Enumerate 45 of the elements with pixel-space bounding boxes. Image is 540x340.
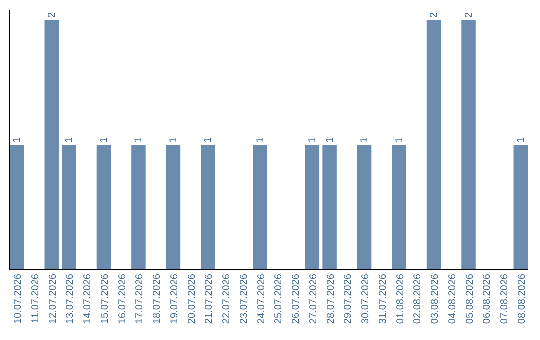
data-label: 1 <box>64 137 76 143</box>
x-tick-label: 22.07.2026 <box>222 274 233 324</box>
x-tick-label: 14.07.2026 <box>82 274 94 324</box>
x-tick-label: 25.07.2026 <box>274 274 285 324</box>
x-tick-label: 01.08.2026 <box>395 274 406 324</box>
x-tick-label: 03.08.2026 <box>430 274 442 324</box>
x-tick-label: 13.07.2026 <box>65 274 76 324</box>
data-label: 1 <box>360 137 371 143</box>
data-label: 1 <box>255 137 266 143</box>
data-label: 1 <box>324 137 336 143</box>
x-tick-label: 10.07.2026 <box>13 274 24 324</box>
data-label: 1 <box>12 137 24 143</box>
data-label: 1 <box>394 137 406 143</box>
x-tick-label: 21.07.2026 <box>204 274 216 324</box>
data-label: 1 <box>134 137 145 143</box>
data-label: 2 <box>46 12 58 18</box>
x-tick-label: 19.07.2026 <box>169 274 180 324</box>
x-tick-label: 26.07.2026 <box>291 274 302 324</box>
x-tick-label: 06.08.2026 <box>482 274 494 324</box>
x-tick-label: 27.07.2026 <box>308 274 320 324</box>
x-tick-label: 08.08.2026 <box>516 274 528 324</box>
x-tick-label: 11.07.2026 <box>30 274 42 324</box>
x-tick-label: 05.08.2026 <box>464 274 476 324</box>
x-tick-label: 04.08.2026 <box>447 274 458 324</box>
x-tick-label: 16.07.2026 <box>117 274 128 324</box>
x-tick-label: 12.07.2026 <box>48 274 59 324</box>
data-label: 1 <box>168 137 180 143</box>
x-tick-label: 02.08.2026 <box>412 274 424 324</box>
x-tick-label: 31.07.2026 <box>378 274 389 324</box>
data-label: 2 <box>464 12 475 18</box>
x-tick-label: 18.07.2026 <box>152 274 164 324</box>
data-label: 1 <box>307 137 318 143</box>
x-tick-label: 15.07.2026 <box>100 274 111 324</box>
x-tick-label: 29.07.2026 <box>343 274 354 324</box>
data-label: 1 <box>203 137 214 143</box>
x-tick-label: 30.07.2026 <box>360 274 372 324</box>
data-label: 2 <box>429 12 440 18</box>
x-tick-label: 17.07.2026 <box>134 274 146 324</box>
data-label: 1 <box>516 137 527 143</box>
x-tick-label: 28.07.2026 <box>326 274 337 324</box>
x-tick-label: 23.07.2026 <box>238 274 250 324</box>
data-label: 1 <box>98 137 110 143</box>
x-tick-label: 24.07.2026 <box>256 274 268 324</box>
x-tick-label: 20.07.2026 <box>186 274 198 324</box>
x-tick-label: 07.08.2026 <box>500 274 511 324</box>
